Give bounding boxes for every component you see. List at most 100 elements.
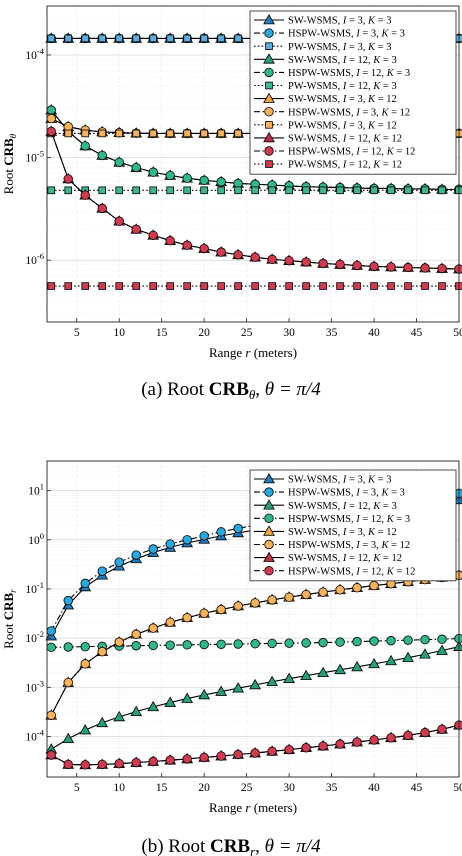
- data-point: [165, 755, 175, 765]
- y-tick-label: 10-3: [25, 678, 44, 694]
- data-point: [319, 186, 327, 195]
- data-point: [98, 34, 107, 43]
- data-point: [267, 254, 277, 265]
- y-tick-label: 101: [28, 482, 44, 498]
- data-point: [165, 640, 175, 650]
- data-point: [420, 634, 430, 645]
- data-point: [335, 259, 345, 270]
- data-point: [419, 648, 431, 659]
- data-point: [165, 235, 175, 246]
- legend-box: [249, 10, 457, 175]
- data-point: [438, 282, 446, 290]
- data-point: [385, 654, 397, 666]
- x-tick-label: 45: [411, 782, 423, 794]
- data-point: [97, 646, 107, 657]
- data-point: [46, 642, 56, 653]
- data-point: [63, 595, 73, 606]
- data-point: [335, 637, 345, 647]
- chart-panel-a: 5 10 15 20 25 30 35 40 45 50 10-6 10-5 10-4 Range r (…: [1, 5, 462, 402]
- x-tick-label: 25: [241, 327, 253, 339]
- data-point: [318, 587, 328, 597]
- data-point: [80, 659, 90, 669]
- data-point: [216, 527, 226, 537]
- legend-entry: HSPW-WSMS, I = 3, K = 12: [254, 539, 410, 551]
- series-square-5: [47, 186, 462, 195]
- data-point: [98, 186, 107, 195]
- legend-label: SW-WSMS, I = 12, K = 3: [288, 55, 397, 66]
- data-point: [420, 263, 430, 273]
- data-point: [334, 663, 346, 675]
- data-point: [199, 608, 209, 618]
- data-point: [113, 710, 126, 722]
- data-point: [198, 688, 211, 700]
- legend-entry: PW-WSMS, I = 12, K = 3: [254, 81, 397, 92]
- legend-label: HSPW-WSMS, I = 3, K = 12: [288, 540, 410, 551]
- figure-caption: (b) Root CRBr, θ = π/4: [141, 836, 321, 856]
- data-point: [250, 639, 260, 649]
- data-point: [216, 177, 226, 187]
- data-point: [216, 247, 226, 257]
- data-point: [115, 34, 124, 43]
- x-tick-label: 20: [198, 327, 210, 339]
- legend-entry: PW-WSMS, I = 12, K = 12: [254, 160, 402, 171]
- data-point: [386, 262, 396, 272]
- data-point: [149, 282, 157, 290]
- data-point: [46, 626, 56, 636]
- x-axis-label: Range r (meters): [209, 800, 297, 815]
- data-point: [63, 759, 73, 770]
- data-point: [266, 675, 279, 687]
- data-point: [166, 282, 174, 290]
- data-point: [79, 724, 92, 735]
- legend-marker: [264, 146, 274, 156]
- data-point: [454, 264, 462, 274]
- data-point: [182, 240, 192, 250]
- legend-label: SW-WSMS, I = 12, K = 12: [288, 553, 402, 564]
- data-point: [268, 186, 276, 195]
- x-tick-label: 5: [74, 782, 80, 794]
- data-point: [301, 257, 311, 267]
- data-point: [130, 705, 143, 716]
- x-tick-label: 15: [156, 327, 168, 339]
- data-point: [166, 34, 174, 43]
- data-point: [233, 749, 243, 760]
- data-point: [149, 129, 157, 138]
- data-point: [283, 672, 295, 683]
- data-point: [318, 637, 328, 648]
- legend-marker: [264, 106, 274, 117]
- figure-caption: (a) Root CRBθ, θ = π/4: [141, 379, 321, 402]
- data-point: [80, 578, 90, 589]
- legend-entry: HSPW-WSMS, I = 3, K = 3: [254, 28, 405, 40]
- data-point: [234, 282, 242, 290]
- data-point: [352, 636, 362, 647]
- data-point: [302, 282, 310, 290]
- y-tick-label: 10-4: [25, 46, 44, 62]
- data-point: [217, 129, 225, 138]
- data-point: [302, 186, 310, 195]
- legend-marker: [264, 487, 274, 497]
- data-point: [132, 186, 140, 195]
- x-axis-label: Range r (meters): [209, 345, 297, 360]
- data-point: [336, 186, 344, 195]
- data-point: [335, 585, 345, 595]
- data-point: [165, 539, 175, 549]
- data-point: [64, 34, 73, 43]
- legend-entry: HSPW-WSMS, I = 12, K = 3: [254, 513, 410, 525]
- y-tick-label: 10-5: [25, 149, 44, 165]
- data-point: [148, 640, 158, 651]
- data-point: [386, 733, 396, 743]
- data-point: [318, 258, 328, 269]
- y-axis-label: Root CRBθ: [1, 133, 19, 194]
- data-point: [182, 640, 192, 650]
- data-point: [182, 173, 192, 183]
- data-point: [200, 34, 208, 43]
- data-point: [234, 129, 242, 138]
- data-point: [131, 162, 141, 173]
- data-point: [63, 677, 73, 688]
- data-point: [199, 639, 209, 650]
- data-point: [148, 756, 158, 767]
- data-point: [438, 186, 446, 195]
- data-point: [437, 263, 447, 274]
- legend-label: HSPW-WSMS, I = 12, K = 12: [288, 147, 415, 158]
- data-point: [80, 141, 90, 151]
- data-point: [64, 186, 73, 195]
